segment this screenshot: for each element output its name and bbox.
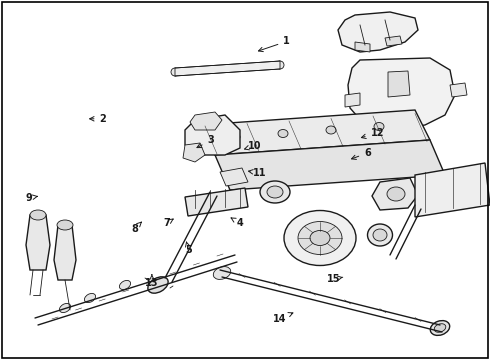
- Polygon shape: [385, 36, 402, 46]
- Text: 1: 1: [258, 36, 290, 51]
- Text: 8: 8: [131, 222, 142, 234]
- Text: 10: 10: [245, 141, 262, 151]
- Text: 7: 7: [163, 218, 173, 228]
- Ellipse shape: [120, 280, 130, 289]
- Ellipse shape: [434, 324, 446, 332]
- Text: 13: 13: [145, 275, 159, 288]
- Ellipse shape: [84, 293, 96, 303]
- Ellipse shape: [368, 224, 392, 246]
- Text: 3: 3: [197, 135, 214, 148]
- Ellipse shape: [374, 122, 384, 130]
- Text: 15: 15: [326, 274, 343, 284]
- Ellipse shape: [310, 230, 330, 246]
- Ellipse shape: [148, 277, 168, 293]
- Polygon shape: [215, 140, 445, 190]
- Text: 6: 6: [351, 148, 371, 159]
- Polygon shape: [345, 93, 360, 107]
- Ellipse shape: [276, 61, 284, 69]
- Ellipse shape: [298, 221, 342, 255]
- Text: 2: 2: [90, 114, 106, 124]
- Ellipse shape: [230, 133, 240, 141]
- Ellipse shape: [57, 220, 73, 230]
- Ellipse shape: [260, 181, 290, 203]
- Polygon shape: [26, 215, 50, 270]
- Polygon shape: [338, 12, 418, 52]
- Ellipse shape: [213, 266, 231, 279]
- Text: 11: 11: [248, 168, 267, 178]
- Polygon shape: [175, 61, 280, 76]
- Polygon shape: [450, 83, 467, 97]
- Polygon shape: [54, 225, 76, 280]
- Text: 14: 14: [272, 312, 293, 324]
- Ellipse shape: [284, 211, 356, 266]
- Ellipse shape: [278, 130, 288, 138]
- Polygon shape: [185, 115, 240, 155]
- Polygon shape: [185, 188, 248, 216]
- Ellipse shape: [373, 229, 387, 241]
- Ellipse shape: [267, 186, 283, 198]
- Text: 9: 9: [25, 193, 38, 203]
- Polygon shape: [200, 110, 430, 155]
- Ellipse shape: [30, 210, 46, 220]
- Polygon shape: [183, 143, 205, 162]
- Polygon shape: [348, 58, 455, 130]
- Ellipse shape: [326, 126, 336, 134]
- Polygon shape: [190, 112, 222, 130]
- Polygon shape: [220, 168, 248, 186]
- Text: 5: 5: [185, 242, 192, 255]
- Text: 12: 12: [362, 128, 384, 139]
- Polygon shape: [415, 163, 490, 217]
- Text: 4: 4: [231, 218, 244, 228]
- Ellipse shape: [430, 321, 450, 336]
- Ellipse shape: [171, 68, 179, 76]
- Ellipse shape: [59, 303, 71, 312]
- Polygon shape: [355, 42, 370, 52]
- Ellipse shape: [387, 187, 405, 201]
- Polygon shape: [388, 71, 410, 97]
- Polygon shape: [372, 178, 418, 210]
